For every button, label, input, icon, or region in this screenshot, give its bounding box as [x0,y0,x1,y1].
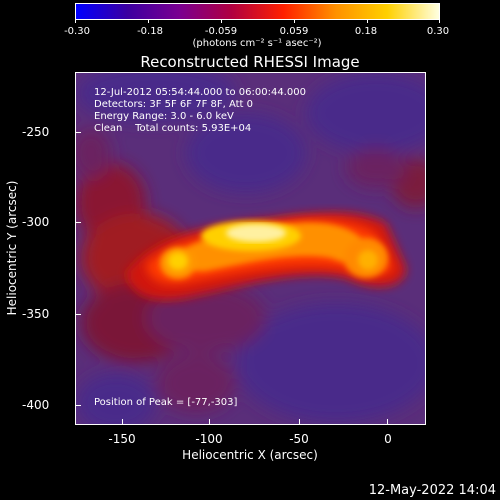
y-tick-label: -350 [22,307,50,321]
x-axis-label: Heliocentric X (arcsec) [182,448,318,462]
x-tick-label: -150 [108,432,136,446]
footer-date: 12-May-2022 14:04 [368,483,496,498]
total-counts-text: Clean Total counts: 5.93E+04 [94,123,252,134]
colorbar-tick-label: -0.18 [137,26,163,37]
detectors-text: Detectors: 3F 5F 6F 7F 8F, Att 0 [94,99,254,110]
peak-position-text: Position of Peak = [-77,-303] [94,397,238,408]
energy-range-text: Energy Range: 3.0 - 6.0 keV [94,111,234,122]
plot-title: Reconstructed RHESSI Image [140,53,360,71]
colorbar-tick-label: -0.30 [64,26,90,37]
solar-flare-image [76,73,425,424]
colorbar-tick-label: 0.059 [279,26,309,37]
colorbar-tick-label: 0.18 [354,26,378,37]
colorbar-tick-label: 0.30 [426,26,450,37]
colorbar-units: (photons cm⁻² s⁻¹ asec⁻²) [192,38,322,49]
y-tick-label: -400 [22,398,50,412]
image-plot [75,72,426,425]
time-range-text: 12-Jul-2012 05:54:44.000 to 06:00:44.000 [94,87,306,98]
x-tick-label: -50 [289,432,309,446]
y-tick-mark [75,405,81,406]
y-tick-mark [75,132,81,133]
y-tick-mark [75,222,81,223]
x-tick-mark [122,419,123,425]
colorbar-tick-mark [367,19,368,23]
x-tick-label: -100 [195,432,223,446]
colorbar-tick-mark [148,19,149,23]
x-tick-label: 0 [384,432,392,446]
colorbar-tick-mark [75,19,76,23]
y-axis-label: Heliocentric Y (arcsec) [5,180,19,316]
y-tick-label: -300 [22,215,50,229]
colorbar [75,3,440,20]
x-tick-mark [387,419,388,425]
x-tick-mark [299,419,300,425]
colorbar-tick-mark [439,19,440,23]
x-tick-mark [209,419,210,425]
colorbar-tick-label: -0.059 [204,26,238,37]
y-tick-mark [75,314,81,315]
y-tick-label: -250 [22,125,50,139]
colorbar-tick-mark [294,19,295,23]
colorbar-tick-mark [221,19,222,23]
